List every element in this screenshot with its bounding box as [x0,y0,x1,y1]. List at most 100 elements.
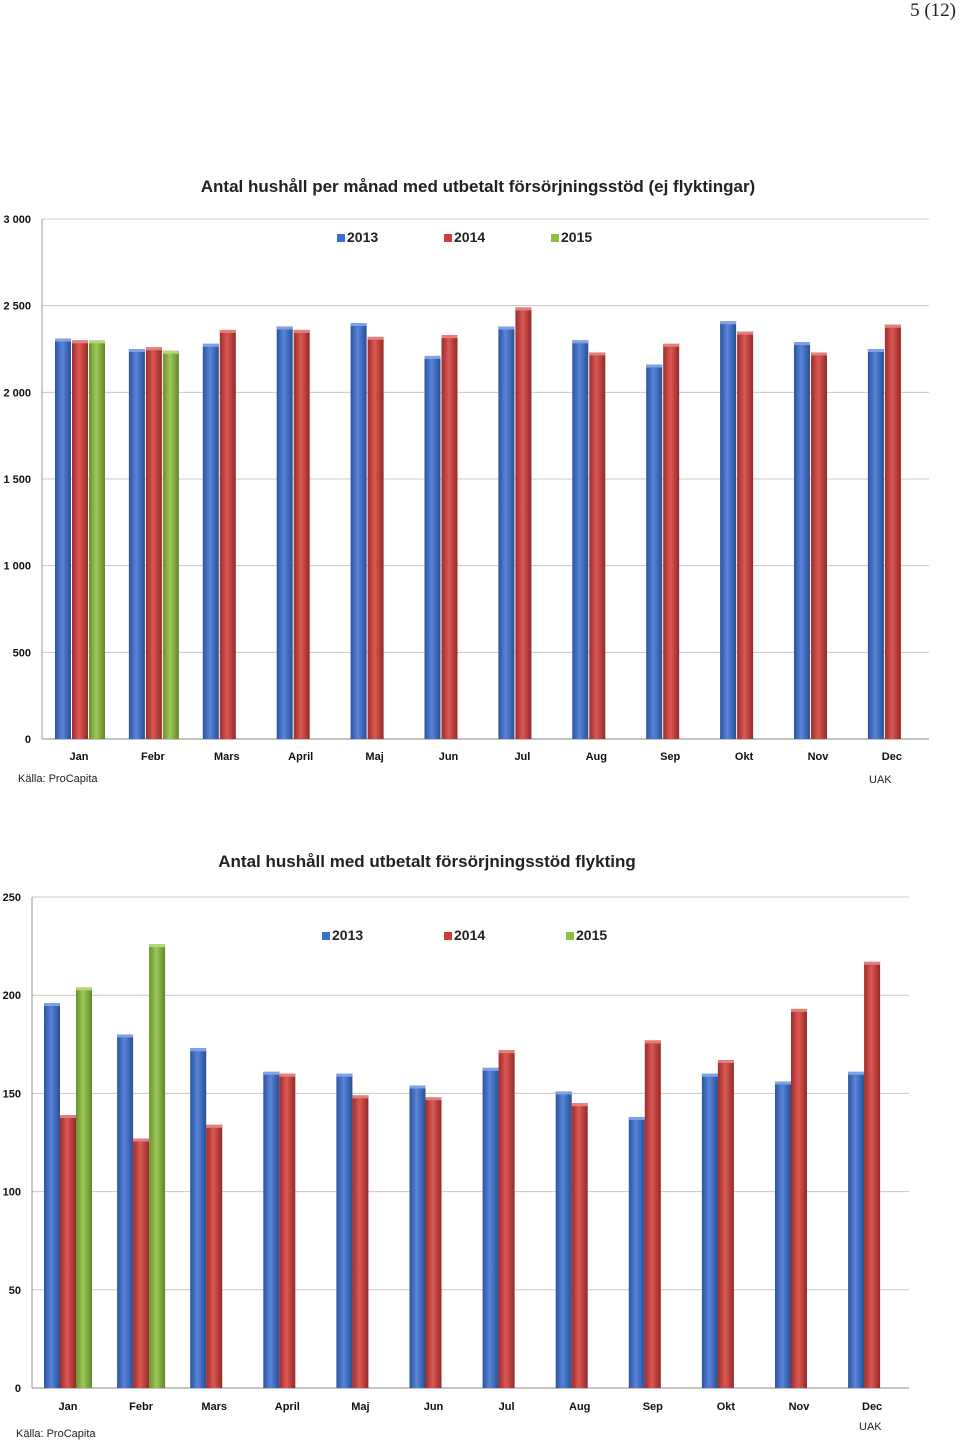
chart-title: Antal hushåll per månad med utbetalt för… [201,177,755,196]
bar-2014-Jul [515,307,532,739]
x-tick-label: Sep [643,1401,663,1413]
bar-2013-Jun [409,1085,426,1388]
bar-top-2014-April [293,329,310,333]
bar-top-2013-Aug [572,340,589,344]
legend-label-2013: 2013 [347,229,378,245]
bar-2013-April [263,1071,280,1388]
bar-2013-Maj [350,323,367,739]
x-tick-label: Febr [129,1401,154,1413]
bar-top-2014-Nov [811,352,827,356]
bar-top-2013-Febr [128,349,145,352]
x-tick-label: Mars [214,751,240,763]
bar-top-2013-Jun [409,1085,426,1089]
bar-top-2013-Dec [848,1071,865,1075]
bar-2014-Jan [72,340,88,739]
bar-2014-Mars [206,1124,223,1388]
bar-2014-Okt [717,1060,734,1388]
bar-2014-Jun [441,335,458,739]
bar-2014-Aug [571,1103,588,1388]
bar-top-2013-Jan [55,338,71,342]
bar-top-2015-Jan [76,987,92,991]
bar-2014-Nov [791,1008,807,1388]
bar-2014-Maj [367,336,384,739]
bar-top-2013-April [263,1071,280,1075]
bar-2013-Sep [646,364,663,739]
bar-top-2014-Sep [663,343,680,347]
x-tick-label: Okt [717,1401,736,1413]
x-tick-label: Nov [789,1401,811,1413]
y-tick-label: 200 [3,990,21,1002]
bar-2013-Dec [848,1071,865,1388]
bar-top-2013-Aug [555,1091,572,1095]
x-tick-label: Nov [808,751,830,763]
bar-top-2014-Jun [441,335,458,339]
bar-top-2014-April [279,1073,296,1077]
x-tick-label: April [288,751,313,763]
bar-2013-Jun [424,355,441,739]
y-tick-label: 3 000 [3,214,31,226]
bar-2013-Jan [55,338,71,739]
y-tick-label: 250 [3,892,21,904]
x-tick-label: Jun [439,751,459,763]
bar-top-2014-Mars [206,1124,223,1128]
bar-2014-Dec [884,324,901,739]
bar-2013-Mars [190,1048,207,1388]
legend-swatch-2015 [566,932,574,940]
bar-2014-Jun [425,1097,442,1388]
bar-2014-Jan [60,1115,76,1388]
bar-top-2013-Maj [350,323,367,326]
x-tick-label: Maj [365,751,383,763]
legend-swatch-2013 [337,234,345,242]
bar-2013-Nov [794,342,810,739]
bar-2013-Dec [867,349,884,739]
bar-top-2014-Febr [133,1138,150,1142]
bar-2013-April [276,326,293,739]
bar-2014-Dec [864,961,881,1388]
y-tick-label: 2 000 [3,387,31,399]
bar-2014-Febr [133,1138,150,1388]
bar-2014-Jul [498,1050,515,1388]
bar-top-2013-April [276,326,293,330]
bar-2015-Febr [162,350,179,739]
y-tick-label: 0 [25,734,31,746]
bar-2014-April [279,1073,296,1388]
bar-2014-Okt [737,331,754,739]
y-tick-label: 500 [13,647,31,659]
legend-label-2014: 2014 [454,229,485,245]
y-tick-label: 1 500 [3,474,31,486]
bar-top-2014-Mars [219,329,236,333]
legend-label-2013: 2013 [332,927,363,943]
bar-top-2013-Nov [775,1081,791,1085]
x-tick-label: Jul [514,751,530,763]
bar-top-2013-Jun [424,355,441,359]
bar-top-2015-Jan [89,340,105,344]
bar-top-2014-Sep [644,1040,661,1044]
bar-2013-Jul [482,1067,499,1388]
bar-2013-Aug [555,1091,572,1388]
bar-top-2013-Jan [44,1003,60,1007]
bar-top-2014-Jul [515,307,532,311]
y-tick-label: 1 000 [3,561,31,573]
x-tick-label: Jun [424,1401,444,1413]
bar-top-2014-Dec [864,961,881,965]
bar-top-2015-Febr [162,350,179,354]
bar-2015-Febr [149,944,166,1388]
y-tick-label: 0 [15,1383,21,1395]
source-note: Källa: ProCapita [16,1428,96,1440]
refugee-households-chart: Antal hushåll med utbetalt försörjningss… [3,852,909,1440]
y-tick-label: 150 [3,1088,21,1100]
x-tick-label: Dec [882,751,902,763]
legend-label-2014: 2014 [454,927,485,943]
bar-2014-Aug [589,352,606,739]
x-tick-label: Jan [70,751,89,763]
bar-top-2014-Aug [589,352,606,356]
bar-2014-Nov [811,352,827,739]
bar-top-2014-Jul [498,1050,515,1054]
x-tick-label: Mars [201,1401,227,1413]
y-tick-label: 50 [9,1285,21,1297]
x-tick-label: Okt [735,751,754,763]
x-tick-label: Dec [862,1401,882,1413]
x-tick-label: April [275,1401,300,1413]
y-tick-label: 2 500 [3,301,31,313]
bar-2014-Sep [644,1040,661,1388]
